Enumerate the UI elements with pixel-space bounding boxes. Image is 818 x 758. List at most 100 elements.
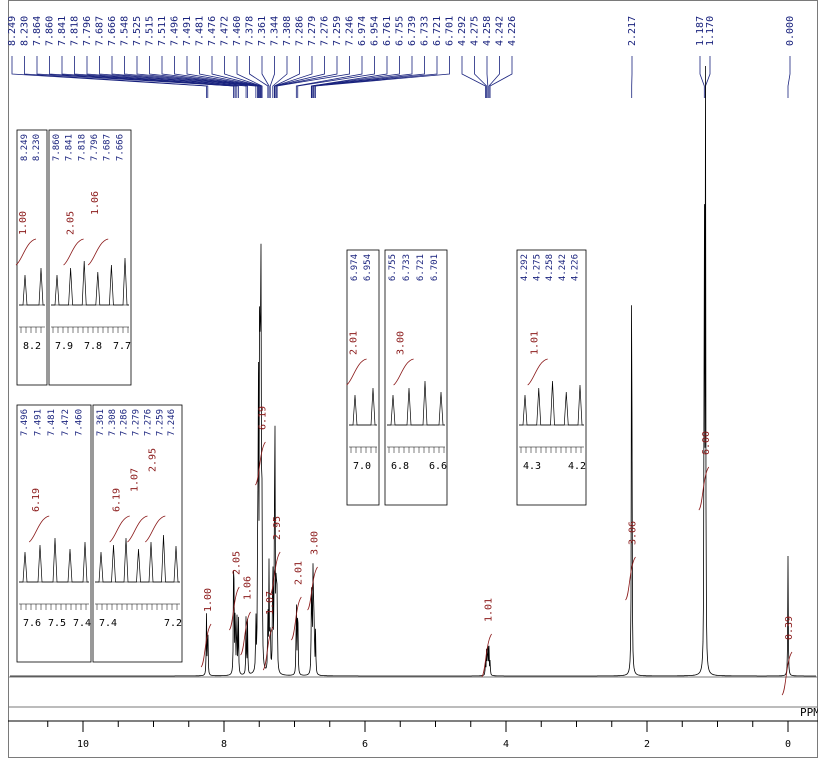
inset-integral-label: 1.00 <box>18 211 29 235</box>
peak-label: 1.170 <box>705 16 716 46</box>
peak-leader <box>24 56 209 98</box>
expansion-inset: 6.974 6.954 2.01 7.0 <box>346 249 380 506</box>
inset-integral-label: 1.07 <box>130 468 141 492</box>
peak-label: 6.739 <box>407 16 418 46</box>
inset-integral-curve <box>346 358 367 386</box>
inset-integral-label: 3.00 <box>396 331 407 355</box>
peak-leader <box>224 56 262 98</box>
inset-peak-label: 7.496 <box>20 409 30 436</box>
peak-label: 7.864 <box>32 16 43 46</box>
peak-leader <box>297 56 375 98</box>
x-tick-label: 10 <box>77 739 89 750</box>
expansion-inset: 6.755 6.733 6.721 6.701 3.00 6.8 6.6 <box>384 249 448 506</box>
inset-frame <box>92 404 183 663</box>
inset-peak-label: 4.242 <box>558 254 568 281</box>
inset-tick-label: 7.4 <box>99 618 117 629</box>
inset-tick-label: 4.2 <box>568 461 586 472</box>
inset-peak-label: 7.259 <box>155 409 165 436</box>
peak-label: 7.841 <box>57 16 68 46</box>
peak-label: 7.460 <box>232 16 243 46</box>
peak-leader <box>705 56 711 98</box>
inset-integral-curve <box>393 358 414 386</box>
inset-tick-label: 6.6 <box>429 461 447 472</box>
integral-label: 2.95 <box>272 516 283 540</box>
peak-label: 8.230 <box>20 16 31 46</box>
integral-label: 1.07 <box>265 591 276 615</box>
peak-label: 7.548 <box>120 16 131 46</box>
integral-curve <box>228 586 240 631</box>
inset-trace <box>387 380 445 426</box>
peak-label: 7.286 <box>295 16 306 46</box>
peak-label: 7.687 <box>95 16 106 46</box>
peak-leader <box>474 56 488 98</box>
inset-peak-label: 7.687 <box>103 134 113 161</box>
inset-integral-label: 6.19 <box>31 488 42 512</box>
inset-peak-label: 6.701 <box>430 254 440 281</box>
inset-peak-label: 7.279 <box>132 409 142 436</box>
peak-leader <box>249 56 269 98</box>
inset-frame <box>16 404 92 663</box>
inset-peak-label: 7.308 <box>108 409 118 436</box>
inset-peak-label: 7.361 <box>96 409 106 436</box>
peak-label: 6.954 <box>370 16 381 46</box>
peak-label: 7.476 <box>207 16 218 46</box>
peak-label: 6.974 <box>357 16 368 46</box>
peak-leader <box>311 56 400 98</box>
inset-integral-curve <box>87 238 109 266</box>
inset-frame <box>384 249 448 506</box>
peak-label: 4.226 <box>507 16 518 46</box>
inset-peak-label: 7.472 <box>61 409 71 436</box>
peak-leader <box>276 56 350 98</box>
inset-tick-label: 7.0 <box>353 461 371 472</box>
peak-label: 7.378 <box>245 16 256 46</box>
inset-tick-label: 7.8 <box>84 341 102 352</box>
integral-label: 1.06 <box>243 576 254 600</box>
peak-label: 4.292 <box>457 16 468 46</box>
integral-curve <box>307 566 318 611</box>
peak-label: 7.276 <box>320 16 331 46</box>
inset-peak-label: 7.796 <box>90 134 100 161</box>
peak-leader <box>86 56 239 98</box>
inset-peak-label: 6.974 <box>350 254 360 281</box>
inset-trace <box>19 537 89 583</box>
integral-curve <box>698 466 710 511</box>
spectrum-line <box>10 65 816 677</box>
peak-leader <box>273 56 300 98</box>
integral-label: 2.01 <box>293 561 304 585</box>
inset-peak-label: 4.275 <box>533 254 543 281</box>
inset-tick-label: 7.5 <box>48 618 66 629</box>
inset-peak-label: 7.286 <box>120 409 130 436</box>
inset-peak-label: 7.276 <box>143 409 153 436</box>
integral-curves: 1.00 2.051.06 6.19 1.07 2.95 2.01 3.00 1.01 3.06… <box>200 406 795 696</box>
inset-peak-label: 7.491 <box>34 409 44 436</box>
peak-label: 7.279 <box>307 16 318 46</box>
integral-label: 2.05 <box>231 551 242 575</box>
x-axis-label: PPM <box>800 706 818 719</box>
integral-label: 6.00 <box>701 431 712 455</box>
expansion-inset: 7.860 7.841 7.818 7.796 7.687 7.666 2.05 1.06 7.… <box>48 129 132 386</box>
inset-tick-label: 7.4 <box>73 618 91 629</box>
peak-leader <box>787 56 791 98</box>
inset-tick-label: 7.9 <box>55 341 73 352</box>
inset-integral-curve <box>28 515 50 543</box>
peak-label: 7.491 <box>182 16 193 46</box>
inset-tick-label: 7.6 <box>23 618 41 629</box>
peak-label: 1.187 <box>695 16 706 46</box>
inset-frame <box>48 129 132 386</box>
peak-label: 4.258 <box>482 16 493 46</box>
peak-label: 7.472 <box>220 16 231 46</box>
x-tick-label: 8 <box>221 739 227 750</box>
integral-curve <box>262 626 274 671</box>
peak-label: 4.275 <box>470 16 481 46</box>
integral-curve <box>781 651 793 696</box>
integral-curve <box>255 441 266 486</box>
peak-label: 7.344 <box>270 16 281 46</box>
inset-peak-label: 6.755 <box>388 254 398 281</box>
inset-peak-label: 7.246 <box>167 409 177 436</box>
inset-integral-curve <box>127 515 148 543</box>
integral-label: 3.00 <box>310 531 321 555</box>
peak-label: 7.259 <box>332 16 343 46</box>
peak-leader <box>274 56 325 98</box>
